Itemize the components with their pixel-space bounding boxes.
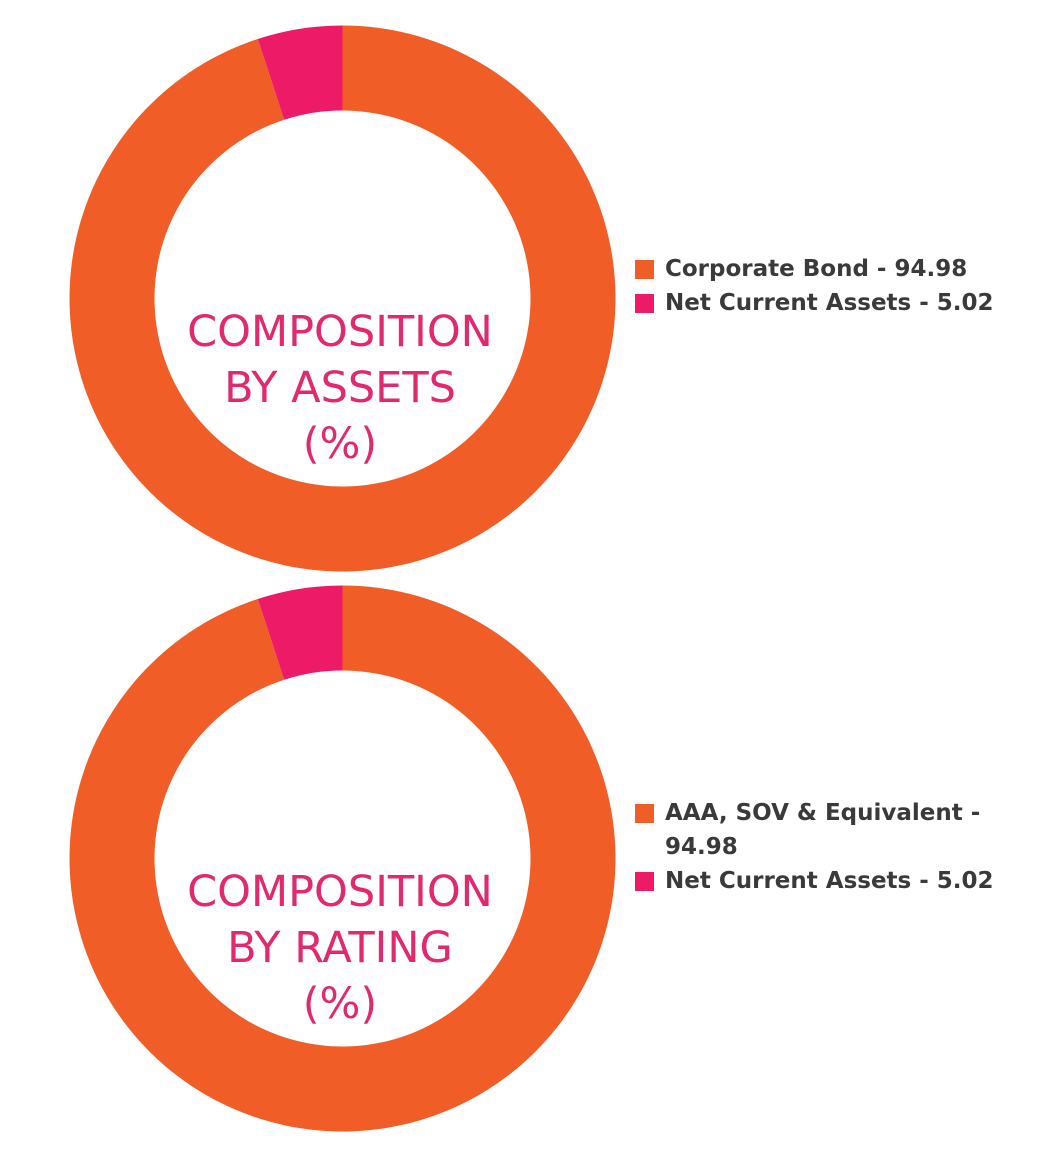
legend-item-aaa-sov: AAA, SOV & Equivalent - 94.98 (635, 796, 1015, 864)
chart-title-line-3: (%) (302, 419, 378, 469)
composition-by-rating-chart: COMPOSITION BY RATING (%) AAA, SOV & Equ… (0, 576, 1050, 1136)
legend-label: Net Current Assets - 5.02 (665, 868, 994, 894)
chart-title-line-1: COMPOSITION (187, 867, 493, 917)
donut-slice-major (69, 25, 616, 572)
legend-label: Corporate Bond - 94.98 (665, 256, 968, 282)
chart-title-line-2: BY RATING (227, 923, 453, 973)
donut-slice-major (69, 585, 616, 1132)
legend-swatch-pink (635, 872, 654, 891)
legend-rating: AAA, SOV & Equivalent - 94.98 Net Curren… (635, 796, 1015, 898)
composition-by-assets-chart: COMPOSITION BY ASSETS (%) Corporate Bond… (0, 16, 1050, 576)
legend-label: Net Current Assets - 5.02 (665, 290, 994, 316)
donut-chart-rating (69, 585, 616, 1132)
legend-swatch-orange (635, 260, 654, 279)
donut-slice-minor (257, 585, 343, 680)
donut-chart-assets (69, 25, 616, 572)
chart-title-line-2: BY ASSETS (224, 363, 456, 413)
legend-assets: Corporate Bond - 94.98 Net Current Asset… (635, 252, 1015, 320)
legend-swatch-orange (635, 804, 654, 823)
donut-slice-minor (257, 25, 343, 120)
legend-label: AAA, SOV & Equivalent - 94.98 (665, 800, 981, 860)
legend-swatch-pink (635, 294, 654, 313)
legend-item-net-current-assets: Net Current Assets - 5.02 (635, 864, 1015, 898)
chart-title-line-1: COMPOSITION (187, 307, 493, 357)
chart-title-assets: COMPOSITION BY ASSETS (%) (150, 304, 530, 472)
chart-title-rating: COMPOSITION BY RATING (%) (150, 864, 530, 1032)
chart-title-line-3: (%) (302, 979, 378, 1029)
legend-item-net-current-assets: Net Current Assets - 5.02 (635, 286, 1015, 320)
legend-item-corporate-bond: Corporate Bond - 94.98 (635, 252, 1015, 286)
